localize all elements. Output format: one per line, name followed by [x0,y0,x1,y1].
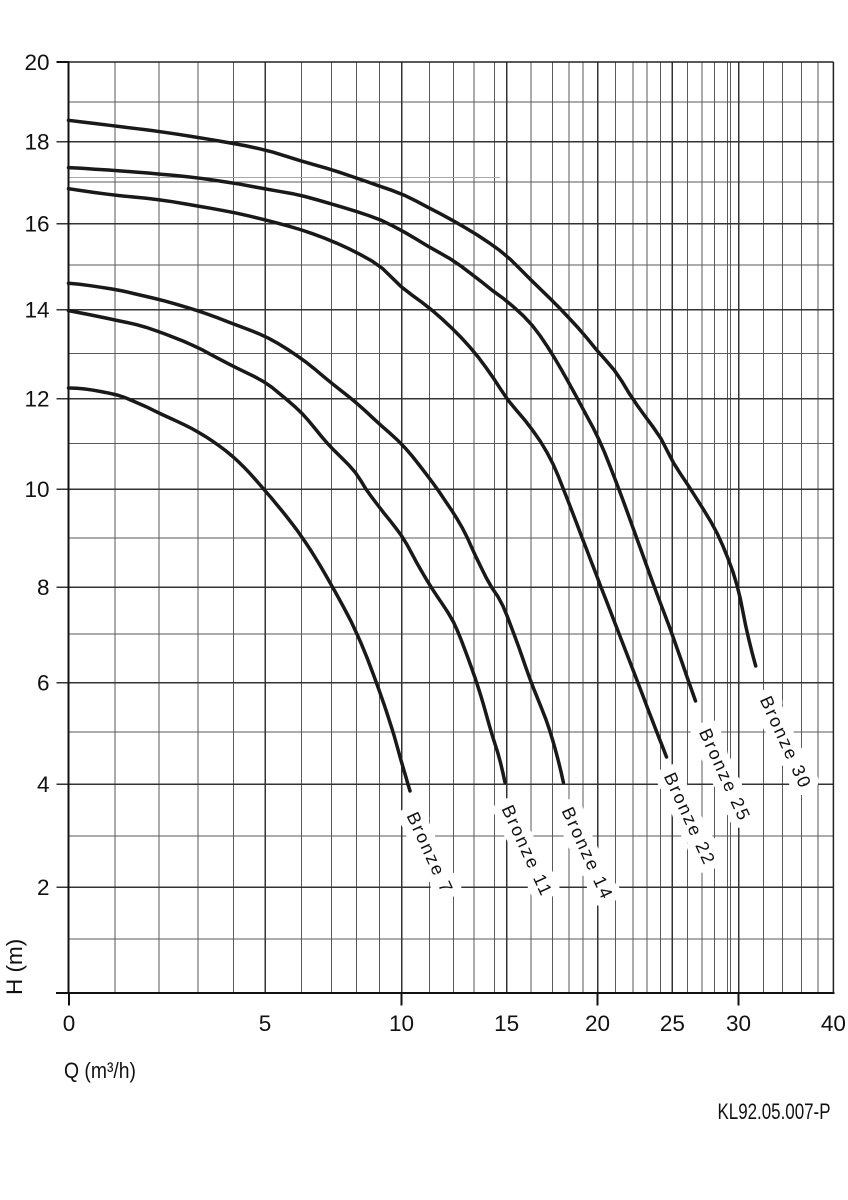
svg-text:5: 5 [259,1011,272,1036]
svg-text:H (m): H (m) [2,939,27,995]
svg-text:18: 18 [24,129,49,154]
svg-text:0: 0 [63,1011,76,1036]
svg-text:16: 16 [24,211,49,236]
svg-text:12: 12 [24,386,49,411]
svg-text:2: 2 [37,875,50,900]
svg-text:10: 10 [24,477,49,502]
svg-text:30: 30 [726,1011,751,1036]
svg-text:4: 4 [37,772,50,797]
svg-text:25: 25 [660,1011,685,1036]
svg-text:8: 8 [37,575,50,600]
svg-text:10: 10 [389,1011,414,1036]
svg-text:Q (m³/h): Q (m³/h) [64,1058,136,1083]
svg-text:20: 20 [24,50,49,75]
svg-text:KL92.05.007-P: KL92.05.007-P [718,1099,831,1124]
svg-text:6: 6 [37,670,50,695]
svg-text:15: 15 [494,1011,519,1036]
svg-text:40: 40 [821,1011,846,1036]
svg-text:20: 20 [585,1011,610,1036]
svg-text:14: 14 [24,297,49,322]
